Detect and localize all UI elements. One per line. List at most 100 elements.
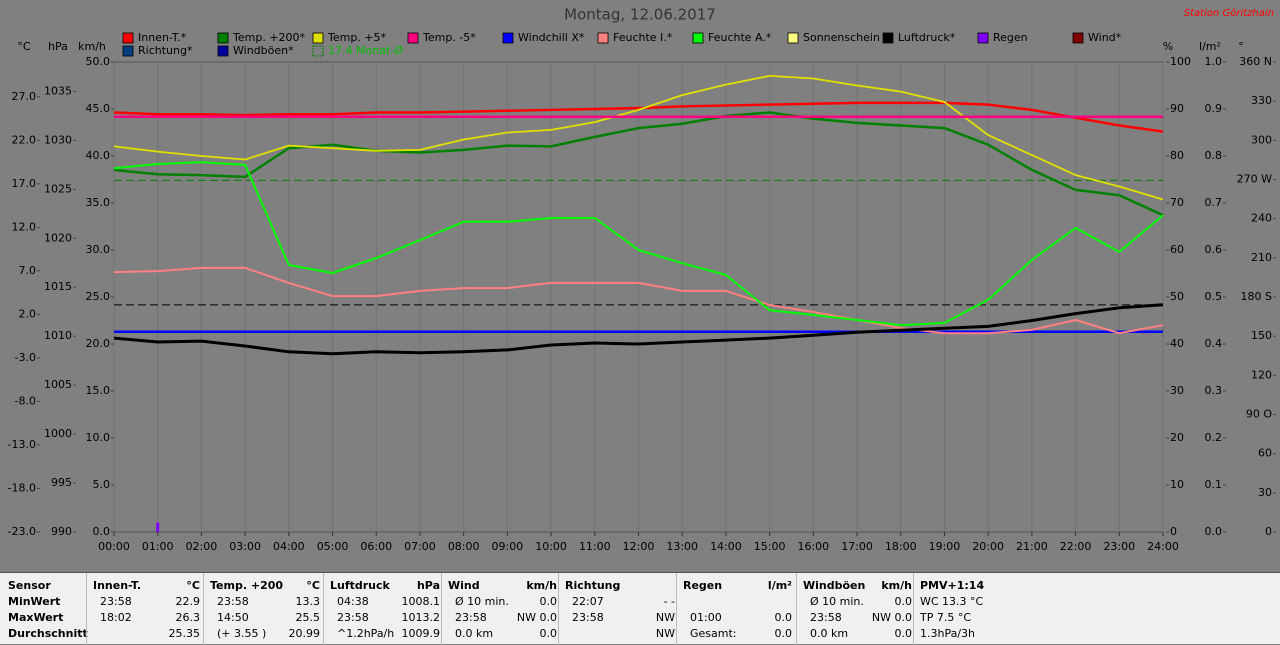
legend-swatch	[312, 45, 324, 57]
y-tick-label: 35.0	[86, 196, 111, 209]
column-separator	[323, 573, 324, 645]
group-name: Innen-T.	[93, 579, 142, 592]
y-tick-label: 100	[1170, 55, 1191, 68]
y-tick-label: -13.0	[8, 438, 36, 451]
y-tick-label: 1025	[44, 182, 72, 195]
cell-value: 1009.9	[401, 627, 441, 640]
x-tick-label: 01:00	[142, 540, 174, 553]
y-tick-label: 50	[1170, 290, 1184, 303]
chart: Montag, 12.06.2017 Station Göritzhain 00…	[8, 6, 1276, 553]
y-tick-label: 30	[1170, 384, 1184, 397]
cell-label: 0.0 km	[810, 627, 849, 640]
y-tick-label: 7.0	[19, 264, 37, 277]
x-tick-label: 06:00	[360, 540, 392, 553]
group-unit: °C	[306, 579, 320, 592]
legend-swatch	[1072, 32, 1084, 44]
cell-label: Ø 10 min.	[455, 595, 509, 608]
y-tick-label: 995	[51, 476, 72, 489]
cell-value: NW	[655, 627, 675, 640]
cell-label: (+ 3.55 )	[217, 627, 267, 640]
y-tick-label: 0.7	[1205, 196, 1223, 209]
y-tick-label: 990	[51, 525, 72, 538]
y-tick-label: 5.0	[93, 478, 111, 491]
y-tick-label: 0.9	[1205, 102, 1223, 115]
cell-label: 23:58	[572, 611, 604, 624]
legend-label: Regen	[993, 31, 1028, 44]
cell-value: 13.3	[295, 595, 321, 608]
summary-table: Sensor MinWert MaxWert Durchschnitt Innen-T.…	[0, 572, 1280, 645]
cell-label: Ø 10 min.	[810, 595, 864, 608]
y-tick-label: 15.0	[86, 384, 111, 397]
axis-unit: km/h	[78, 40, 106, 53]
legend-label: Windböen*	[233, 44, 294, 57]
cell-label: Gesamt:	[690, 627, 737, 640]
y-tick-label: 12.0	[12, 220, 37, 233]
legend-swatch	[312, 32, 324, 44]
axis-unit: hPa	[48, 40, 68, 53]
y-tick-label: 20	[1170, 431, 1184, 444]
legend-swatch	[502, 32, 514, 44]
legend-label: Temp. -5*	[422, 31, 476, 44]
y-tick-label: 0.8	[1205, 149, 1223, 162]
group-name: Temp. +200	[210, 579, 284, 592]
cell-label: 14:50	[217, 611, 249, 624]
x-tick-label: 13:00	[666, 540, 698, 553]
x-tick-label: 12:00	[623, 540, 655, 553]
y-tick-label: 30.0	[86, 243, 111, 256]
x-tick-label: 22:00	[1060, 540, 1092, 553]
cell-value: 0.0	[894, 595, 913, 608]
legend-swatch	[597, 32, 609, 44]
cell-label: 18:02	[100, 611, 132, 624]
legend-label: Windchill X*	[518, 31, 585, 44]
x-tick-label: 23:00	[1103, 540, 1135, 553]
chart-title: Montag, 12.06.2017	[564, 6, 716, 24]
cell-text: TP 7.5 °C	[920, 611, 972, 624]
y-tick-label: 0	[1265, 525, 1272, 538]
y-tick-label: 1.0	[1205, 55, 1223, 68]
series-line	[113, 303, 1164, 356]
y-tick-label: 0.0	[1205, 525, 1223, 538]
group-name: Windböen	[803, 579, 866, 592]
y-tick-label: 1005	[44, 378, 72, 391]
legend-swatch	[977, 32, 989, 44]
x-tick-label: 02:00	[186, 540, 218, 553]
cell-label: 23:58	[100, 595, 132, 608]
y-tick-label: 0.0	[93, 525, 111, 538]
x-tick-label: 15:00	[754, 540, 786, 553]
x-tick-label: 05:00	[317, 540, 349, 553]
column-separator	[86, 573, 87, 645]
cell-text: WC 13.3 °C	[920, 595, 984, 608]
y-tick-label: 120	[1251, 368, 1272, 381]
cell-label: ^1.2hPa/h	[337, 627, 395, 640]
y-tick-label: 1020	[44, 231, 72, 244]
legend-label: Feuchte A.*	[708, 31, 772, 44]
x-tick-label: 08:00	[448, 540, 480, 553]
cell-label: 23:58	[217, 595, 249, 608]
cell-label: 0.0 km	[455, 627, 494, 640]
cell-value: - -	[663, 595, 675, 608]
legend-label: Temp. +5*	[327, 31, 387, 44]
cell-label: 22:07	[572, 595, 604, 608]
y-tick-label: -18.0	[8, 481, 36, 494]
cell-value: NW 0.0	[871, 611, 912, 624]
legend-swatch	[217, 45, 229, 57]
y-tick-label: 300	[1251, 133, 1272, 146]
column-separator	[676, 573, 677, 645]
x-tick-label: 16:00	[797, 540, 829, 553]
legend-swatch	[122, 45, 134, 57]
y-tick-label: 27.0	[12, 90, 37, 103]
y-tick-label: 270 W	[1237, 173, 1272, 186]
x-tick-label: 10:00	[535, 540, 567, 553]
legend-swatch	[407, 32, 419, 44]
legend-swatch	[882, 32, 894, 44]
group-name: Richtung	[565, 579, 621, 592]
y-tick-label: 60	[1258, 447, 1272, 460]
y-tick-label: 1010	[44, 329, 72, 342]
x-tick-label: 07:00	[404, 540, 436, 553]
column-separator	[913, 573, 914, 645]
series-line	[113, 266, 1164, 335]
x-tick-label: 20:00	[972, 540, 1004, 553]
legend-label: 17.4 Monat-Ø	[328, 44, 403, 57]
y-tick-label: -8.0	[15, 394, 36, 407]
